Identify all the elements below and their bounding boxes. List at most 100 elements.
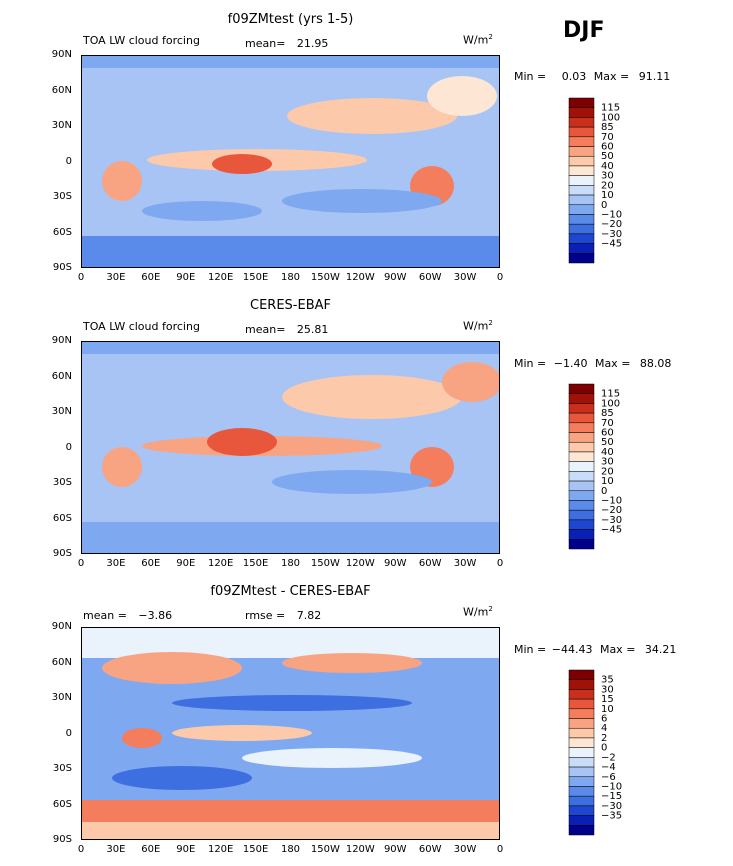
panel3-lon-tick: 60W	[418, 844, 442, 855]
panel1-lon-tick: 150E	[242, 272, 269, 283]
panel2-npacific-storm	[282, 375, 462, 419]
panel3-colorbar-label: −35	[601, 811, 622, 822]
panel1-max-value: 91.11	[638, 70, 671, 83]
panel3-eurasia-pos	[102, 652, 242, 684]
panel2-colorbar-label: 115	[601, 389, 620, 400]
panel1-lon-tick: 0	[77, 272, 85, 283]
panel1-npacific-storm	[287, 98, 457, 134]
panel3-colorbar-swatch	[568, 815, 595, 826]
panel1-colorbar-swatch	[568, 243, 595, 254]
panel3-units-text: W/m	[463, 605, 489, 619]
panel3-equator-pos	[172, 725, 312, 741]
panel1-max-label: Max =	[593, 70, 630, 83]
panel3-colorbar-label: 4	[601, 723, 607, 734]
panel3-lon-tick: 120E	[207, 844, 234, 855]
panel3-lon-tick: 150E	[242, 844, 269, 855]
panel3-colorbar-swatches	[568, 669, 595, 836]
panel2-lon-tick: 30E	[106, 558, 126, 569]
panel2-colorbar-swatch	[568, 480, 595, 492]
panel3-max-value: 34.21	[644, 643, 677, 656]
panel3-colorbar-label: 6	[601, 714, 607, 725]
panel3-colorbar-swatch	[568, 708, 595, 719]
panel3-lon-tick: 150W	[310, 844, 340, 855]
panel3-colorbar: 35 30 15 10 6 4 2 0 −2 −4 −6 −10 −15 −30 −35	[568, 669, 638, 841]
panel1-lon-tick: 150W	[310, 272, 340, 283]
panel2-lon-tick: 90E	[176, 558, 196, 569]
panel1-mean-label: mean=	[245, 37, 286, 50]
panel2-lon-tick: 150E	[242, 558, 269, 569]
panel2-antarctic-band	[82, 522, 499, 553]
panel2-colorbar-swatch	[568, 451, 595, 462]
panel2-colorbar-swatch	[568, 461, 595, 472]
panel3-colorbar-label: 35	[601, 675, 614, 686]
panel3-colorbar-swatch	[568, 669, 595, 680]
panel3-rmse-value: 7.82	[296, 609, 322, 622]
panel3-colorbar-label: −4	[601, 762, 616, 773]
panel2-warmpool	[207, 428, 277, 456]
panel3-colorbar-label: 2	[601, 733, 607, 744]
panel2-max-label: Max =	[594, 357, 631, 370]
panel3-lon-tick: 90W	[383, 844, 407, 855]
panel3-min-value: −44.43	[551, 643, 593, 656]
panel3-colorbar-swatch	[568, 747, 595, 758]
panel3-colorbar-swatch	[568, 727, 595, 739]
panel2-lon-tick: 0	[77, 558, 85, 569]
panel2-colorbar-label: 40	[601, 447, 614, 458]
panel2-colorbar-swatch	[568, 509, 595, 521]
panel3-lon-tick: 0	[77, 844, 85, 855]
panel1-lon-tick: 30W	[453, 272, 477, 283]
panel2-min-label: Min =	[514, 357, 547, 370]
panel3-colorbar-label: −10	[601, 781, 622, 792]
panel3-lat-tick: 60S	[52, 798, 72, 810]
panel1-colorbar-label: 0	[601, 200, 607, 211]
panel2-colorbar-label: 30	[601, 457, 614, 468]
panel1-subtrop-low2	[142, 201, 262, 221]
panel2-map	[81, 341, 502, 554]
panel1-colorbar-label: 30	[601, 171, 614, 182]
panel1-min-label: Min =	[514, 70, 547, 83]
panel1-warmpool	[212, 154, 272, 174]
panel2-mean-value: 25.81	[296, 323, 329, 336]
panel3-min-label: Min =	[514, 643, 547, 656]
panel3-lat-axis: 90N 60N 30N 0 30S 60S 90S	[48, 621, 78, 845]
panel1-lon-tick: 60E	[141, 272, 161, 283]
panel2-lat-tick: 30N	[51, 406, 72, 417]
panel1-antarctic-band	[82, 236, 499, 267]
panel1-subtrop-low	[282, 189, 442, 213]
panel3-units: W/m2	[463, 605, 493, 619]
panel3-title: f09ZMtest - CERES-EBAF	[210, 584, 371, 599]
panel1-colorbar-swatch	[568, 253, 595, 264]
panel2-colorbar-label: −30	[601, 515, 622, 526]
panel1-colorbar-label: 40	[601, 161, 614, 172]
panel3-colorbar-swatch	[568, 825, 595, 836]
panel3-colorbar-label: 0	[601, 743, 607, 754]
panel1-colorbar-label: 115	[601, 103, 620, 114]
panel3-colorbar-swatch	[568, 679, 595, 690]
panel2-colorbar-label: 85	[601, 408, 614, 419]
panel1-colorbar-label: 50	[601, 151, 614, 162]
panel2-units: W/m2	[463, 319, 493, 333]
panel1-lon-tick: 90W	[383, 272, 407, 283]
panel3-lat-tick: 90N	[51, 621, 72, 632]
panel1-mean-value: 21.95	[296, 37, 329, 50]
panel2-africa-conv	[102, 447, 142, 487]
panel3-rmse-label: rmse =	[245, 609, 286, 622]
panel1-natlantic-storm	[427, 76, 497, 116]
panel1-lon-tick: 180	[280, 272, 301, 283]
panel3-minmax: Min = −44.43 Max = 34.21	[514, 643, 676, 656]
panel1-colorbar-swatch	[568, 185, 595, 196]
panel3-africa-pos	[122, 728, 162, 748]
panel2-lat-tick: 30S	[52, 477, 72, 488]
panel1-colorbar-label: 60	[601, 142, 614, 153]
panel3-lon-tick: 120W	[345, 844, 375, 855]
panel2-lat-tick: 90N	[51, 335, 72, 346]
panel1-lat-tick: 60N	[51, 84, 72, 96]
panel2-colorbar-label: −10	[601, 495, 622, 506]
panel1-colorbar-swatch	[568, 126, 595, 138]
panel2-mean-label: mean=	[245, 323, 286, 336]
panel3-colorbar-label: −2	[601, 752, 616, 763]
panel2-min-value: −1.40	[553, 357, 588, 370]
panel1-lat-tick: 60S	[52, 226, 72, 238]
panel2-colorbar-swatch	[568, 422, 595, 433]
